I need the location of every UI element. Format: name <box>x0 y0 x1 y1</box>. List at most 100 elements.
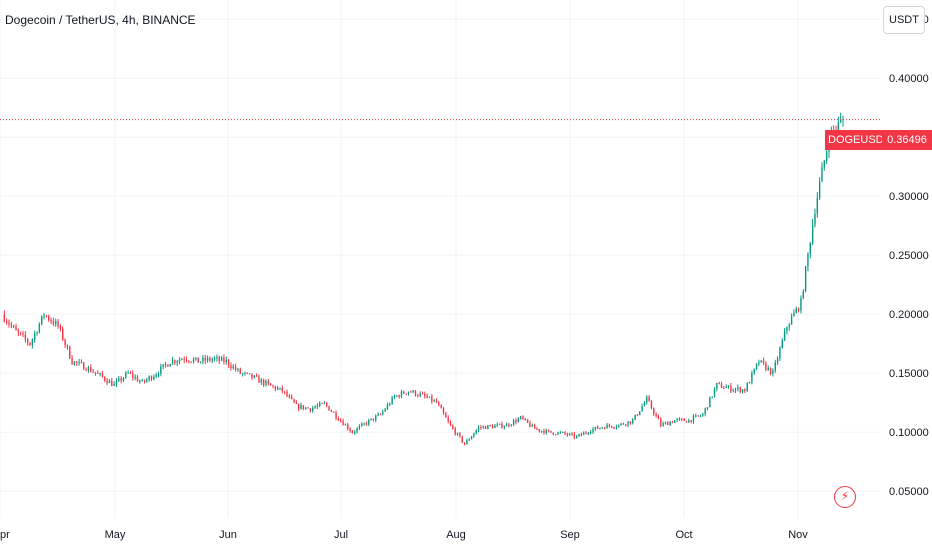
candle-up <box>456 433 459 435</box>
candle-up <box>795 308 797 313</box>
candle-down <box>508 424 510 426</box>
candle-up <box>181 359 183 361</box>
candle-down <box>17 330 20 333</box>
candle-down <box>24 334 27 340</box>
candle-up <box>157 374 160 376</box>
candle-up <box>178 359 181 362</box>
candle-down <box>515 420 517 423</box>
candle-down <box>410 391 412 393</box>
currency-button[interactable]: USDT <box>883 6 925 34</box>
candle-down <box>648 396 650 402</box>
candle-down <box>463 442 466 445</box>
candle-down <box>59 325 62 329</box>
candle-up <box>382 411 384 415</box>
candle-down <box>489 425 491 427</box>
candle-down <box>349 428 351 431</box>
y-tick-label: 0.40000 <box>889 73 929 85</box>
candle-up <box>620 423 622 425</box>
candle-up <box>487 425 489 429</box>
candle-up <box>772 370 774 374</box>
candle-down <box>421 393 424 395</box>
candle-up <box>517 418 519 423</box>
candle-up <box>419 393 421 396</box>
candle-up <box>279 387 281 389</box>
candle-down <box>3 314 6 322</box>
candle-up <box>213 358 216 360</box>
candle-down <box>22 333 24 335</box>
candle-up <box>582 432 585 435</box>
candle-down <box>625 424 627 426</box>
candle-up <box>503 426 505 428</box>
candle-up <box>599 427 601 429</box>
candle-down <box>333 411 335 413</box>
candle-down <box>190 361 192 363</box>
candle-down <box>552 432 555 435</box>
candle-down <box>454 428 456 435</box>
candle-up <box>823 160 826 168</box>
candle-up <box>531 424 533 427</box>
candles <box>3 112 844 446</box>
candle-up <box>253 375 255 378</box>
candle-down <box>347 424 349 429</box>
lightning-bolt-icon[interactable]: ⚡︎ <box>834 486 856 508</box>
candle-up <box>776 358 779 363</box>
candle-up <box>115 380 118 384</box>
candle-up <box>725 387 727 389</box>
candle-up <box>643 402 646 407</box>
candle-down <box>424 393 426 397</box>
candle-up <box>216 357 218 359</box>
candle-down <box>636 414 639 416</box>
candle-up <box>758 362 760 364</box>
candle-up <box>676 419 678 421</box>
candle-down <box>12 325 15 327</box>
candle-up <box>393 396 396 398</box>
candle-down <box>438 402 440 406</box>
candle-up <box>786 327 788 331</box>
candle-up <box>646 396 648 403</box>
symbol-label: DOGEUSDT <box>825 130 894 150</box>
price-axis-bg <box>880 0 932 518</box>
candle-up <box>779 348 781 359</box>
candle-down <box>529 422 531 427</box>
candle-up <box>113 383 115 386</box>
candle-up <box>323 402 326 404</box>
candle-down <box>580 434 583 436</box>
candle-up <box>559 432 562 434</box>
candle-down <box>697 415 699 417</box>
candle-down <box>132 373 134 378</box>
candle-down <box>183 359 185 361</box>
candle-up <box>300 405 302 409</box>
time-axis[interactable]: pr May Jun Jul Aug Sep Oct Nov <box>0 529 808 541</box>
candle-up <box>363 423 365 425</box>
candle-down <box>405 393 407 395</box>
candle-down <box>447 417 449 422</box>
candle-down <box>650 401 653 409</box>
x-tick-label: Sep <box>560 529 580 541</box>
candle-up <box>377 414 379 416</box>
candle-up <box>400 391 403 398</box>
candle-down <box>209 357 211 361</box>
candle-down <box>302 405 305 410</box>
candle-up <box>356 428 358 432</box>
candle-down <box>501 423 503 428</box>
x-tick-label: Oct <box>675 529 692 541</box>
candle-up <box>807 253 809 267</box>
candle-down <box>730 385 732 392</box>
candle-down <box>524 418 526 420</box>
candle-down <box>484 426 487 429</box>
candle-down <box>223 357 225 363</box>
candle-down <box>671 421 674 423</box>
candle-up <box>370 418 372 420</box>
candle-down <box>398 395 400 398</box>
candle-up <box>594 426 597 430</box>
candle-down <box>653 408 655 414</box>
candle-up <box>669 421 671 426</box>
candle-up <box>139 381 141 383</box>
candle-down <box>80 361 83 363</box>
candle-down <box>45 315 48 317</box>
candle-up <box>825 151 828 161</box>
candle-down <box>295 402 298 404</box>
candle-down <box>491 425 494 428</box>
candle-up <box>711 396 713 398</box>
